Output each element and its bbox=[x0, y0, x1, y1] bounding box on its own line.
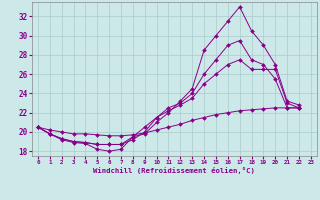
X-axis label: Windchill (Refroidissement éolien,°C): Windchill (Refroidissement éolien,°C) bbox=[93, 167, 255, 174]
